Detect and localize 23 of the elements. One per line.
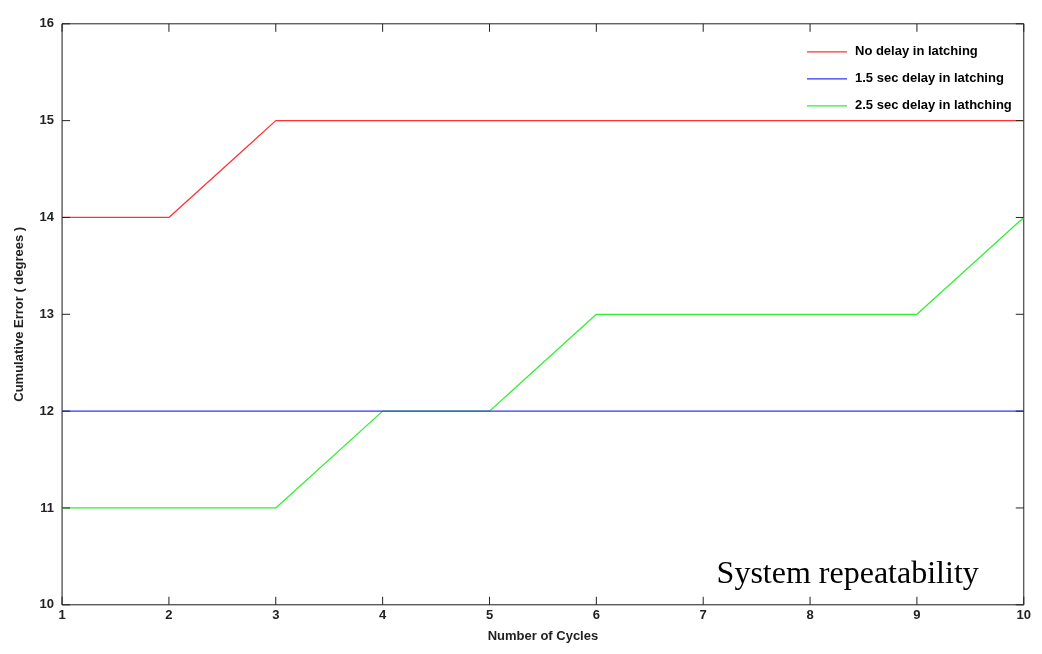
x-tick-label: 5	[485, 607, 494, 623]
y-axis-title: Cumulative Error ( degrees )	[11, 226, 27, 402]
y-tick-label: 15	[39, 112, 55, 128]
y-tick-label: 10	[39, 596, 55, 612]
x-tick-label: 7	[699, 607, 707, 623]
legend-label: 1.5 sec delay in latching	[854, 70, 1004, 86]
x-tick-label: 10	[1016, 607, 1031, 623]
x-tick-label: 8	[806, 607, 814, 623]
x-tick-label: 2	[165, 607, 173, 623]
x-axis-title: Number of Cycles	[487, 627, 599, 643]
y-tick-label: 16	[39, 15, 55, 31]
y-tick-label: 14	[39, 209, 55, 225]
x-tick-label: 6	[592, 607, 600, 623]
y-tick-label: 11	[40, 499, 55, 515]
legend-label: 2.5 sec delay in lathching	[854, 97, 1012, 113]
legend-label: No delay in latching	[854, 43, 978, 59]
y-tick-label: 13	[39, 305, 55, 321]
annotation: System repeatability	[716, 553, 979, 590]
x-tick-label: 4	[379, 607, 388, 623]
y-tick-label: 12	[39, 402, 55, 418]
x-tick-label: 1	[58, 607, 66, 623]
x-tick-label: 3	[272, 607, 280, 623]
x-tick-label: 9	[913, 607, 921, 623]
